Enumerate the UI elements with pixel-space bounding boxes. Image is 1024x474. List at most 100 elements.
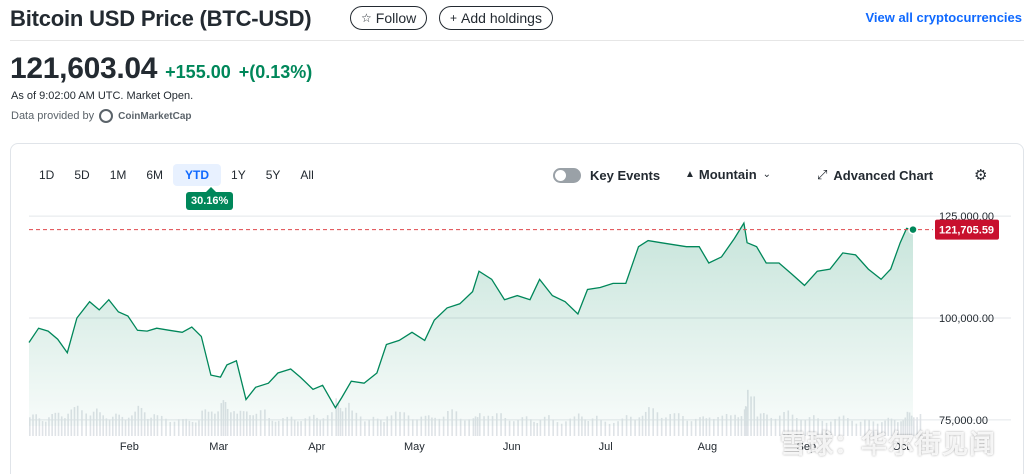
- range-change-badge: 30.16%: [186, 187, 234, 210]
- volume-bar: [177, 419, 180, 436]
- volume-bar: [800, 419, 802, 436]
- range-all[interactable]: All: [300, 168, 314, 182]
- volume-bar: [383, 422, 385, 436]
- volume-bar: [504, 417, 507, 436]
- volume-bar: [48, 417, 50, 436]
- mountain-icon: ▲: [685, 169, 695, 180]
- volume-bar: [147, 418, 149, 436]
- volume-bar: [705, 418, 708, 436]
- toggle-knob: [555, 170, 566, 181]
- volume-bar: [543, 416, 546, 436]
- volume-bar: [887, 417, 890, 436]
- range-1m[interactable]: 1M: [109, 168, 127, 182]
- gear-icon[interactable]: ⚙: [974, 167, 988, 184]
- star-icon: ☆: [361, 11, 372, 25]
- range-5y[interactable]: 5Y: [265, 168, 281, 182]
- volume-bar: [431, 417, 433, 436]
- volume-bar: [740, 416, 743, 436]
- volume-bar: [44, 421, 47, 436]
- volume-bar: [855, 423, 858, 436]
- range-5d[interactable]: 5D: [74, 168, 90, 182]
- price-area-fill: [29, 223, 913, 426]
- provider-name[interactable]: CoinMarketCap: [118, 110, 192, 122]
- volume-bar: [474, 416, 477, 436]
- volume-bar: [890, 418, 893, 436]
- plus-icon: +: [450, 11, 458, 25]
- chart-card: 1D 5D 1M 6M YTD 1Y 5Y All 30.16% Key Eve…: [10, 143, 1024, 474]
- volume-bar: [569, 418, 571, 436]
- volume-bar: [539, 419, 542, 436]
- volume-bar: [127, 417, 130, 436]
- volume-bar: [472, 418, 475, 436]
- volume-bar: [182, 418, 184, 436]
- volume-bar: [194, 422, 197, 436]
- volume-bar: [804, 420, 807, 436]
- range-6m[interactable]: 6M: [146, 168, 164, 182]
- follow-button[interactable]: ☆ Follow: [350, 6, 428, 30]
- volume-bar: [274, 421, 277, 436]
- volume-bar: [552, 419, 554, 436]
- volume-bar: [682, 416, 684, 436]
- x-tick-label: Aug: [698, 441, 718, 453]
- volume-bar: [491, 416, 494, 436]
- volume-bar: [902, 420, 904, 436]
- volume-bar: [188, 420, 191, 436]
- volume-bar: [868, 419, 870, 436]
- as-of-timestamp: As of 9:02:00 AM UTC. Market Open.: [11, 90, 194, 102]
- advanced-chart-button[interactable]: ⤢ Advanced Chart: [817, 167, 933, 183]
- volume-bar: [613, 422, 615, 436]
- volume-bar: [821, 420, 824, 436]
- range-selector: 1D 5D 1M 6M YTD 1Y 5Y All: [29, 164, 324, 186]
- volume-bar: [468, 419, 470, 436]
- last-price-tag: [935, 219, 999, 240]
- volume-bar: [756, 416, 759, 436]
- volume-bar: [293, 419, 296, 436]
- volume-bar: [859, 421, 862, 436]
- volume-bar: [916, 417, 918, 436]
- volume-bar: [560, 423, 563, 436]
- key-events-toggle[interactable]: [553, 168, 581, 183]
- key-events-label: Key Events: [590, 168, 661, 183]
- volume-bar: [608, 423, 611, 436]
- range-1d[interactable]: 1D: [39, 168, 55, 182]
- range-ytd[interactable]: YTD: [173, 164, 222, 186]
- volume-bar: [686, 420, 689, 436]
- volume-bar: [308, 416, 311, 436]
- add-holdings-button[interactable]: + Add holdings: [439, 6, 553, 30]
- volume-bar: [638, 417, 641, 436]
- volume-bar: [737, 417, 740, 436]
- volume-bar: [573, 416, 576, 436]
- volume-bar: [900, 421, 902, 436]
- volume-bar: [876, 423, 879, 436]
- range-1y[interactable]: 1Y: [231, 168, 246, 182]
- y-tick-label: 75,000.00: [939, 415, 988, 427]
- header-divider: [10, 40, 1024, 41]
- x-tick-label: Feb: [120, 441, 139, 453]
- volume-bar: [525, 416, 528, 436]
- last-price-marker: [908, 224, 918, 235]
- volume-bar: [634, 419, 636, 436]
- volume-bar: [191, 421, 194, 436]
- volume-bar: [717, 417, 719, 436]
- volume-bar: [913, 417, 915, 436]
- volume-bar: [881, 422, 883, 436]
- advanced-chart-label: Advanced Chart: [833, 167, 934, 183]
- volume-bar: [372, 416, 375, 436]
- view-all-cryptocurrencies-link[interactable]: View all cryptocurrencies: [865, 10, 1022, 25]
- volume-bar: [185, 418, 187, 436]
- volume-bar: [319, 420, 322, 436]
- y-tick-label: 100,000.00: [939, 313, 994, 325]
- current-price: 121,603.04: [10, 52, 158, 85]
- volume-bar: [376, 418, 379, 436]
- x-tick-label: Jul: [599, 441, 613, 453]
- volume-bar: [271, 420, 274, 436]
- volume-bar: [600, 419, 602, 436]
- price-change: +155.00: [165, 62, 231, 82]
- volume-bar: [808, 417, 811, 436]
- volume-bar: [581, 416, 583, 436]
- volume-bar: [708, 417, 711, 436]
- volume-bar: [290, 416, 293, 436]
- volume-bar: [60, 416, 63, 436]
- chart-type-dropdown[interactable]: ▲ Mountain ⌄: [685, 167, 771, 182]
